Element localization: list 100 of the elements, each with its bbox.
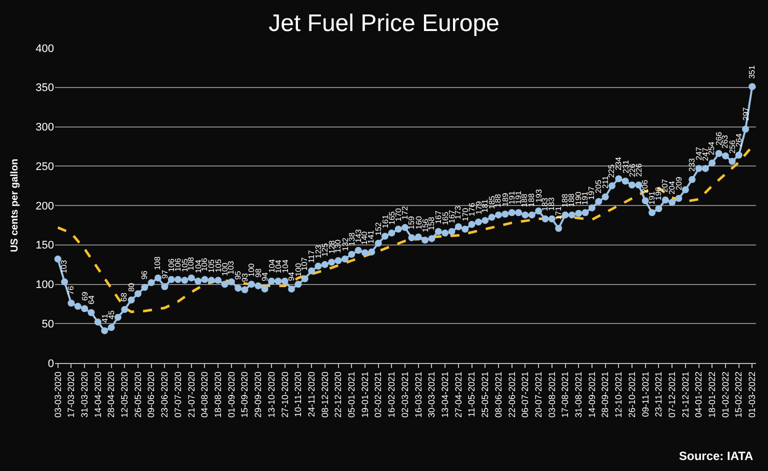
x-tick-label: 01-02-2022 bbox=[720, 372, 730, 418]
y-tick-label: 300 bbox=[36, 122, 54, 134]
data-label: 100 bbox=[247, 262, 256, 277]
x-tick-label: 28-09-2021 bbox=[600, 372, 610, 418]
data-label: 106 bbox=[174, 258, 182, 272]
data-label: 297 bbox=[741, 106, 750, 121]
data-label: 247 bbox=[694, 146, 704, 160]
x-tick-label: 17-03-2020 bbox=[66, 372, 76, 418]
y-tick-label: 50 bbox=[42, 318, 54, 330]
x-tick-label: 16-03-2021 bbox=[413, 372, 424, 418]
x-tick-label: 05-01-2021 bbox=[346, 372, 357, 418]
data-label: 165 bbox=[388, 210, 397, 225]
data-label: 80 bbox=[126, 282, 136, 292]
x-tick-label: 18-08-2020 bbox=[213, 372, 224, 418]
x-tick-label: 06-07-2021 bbox=[520, 372, 530, 418]
data-label: 69 bbox=[80, 291, 90, 301]
data-label: 190 bbox=[574, 191, 584, 205]
data-label: 138 bbox=[347, 232, 356, 246]
data-label: 97 bbox=[160, 269, 170, 279]
data-label: 94 bbox=[287, 272, 296, 282]
data-label: 264 bbox=[734, 133, 744, 147]
data-label: 94 bbox=[260, 272, 270, 282]
data-label: 104 bbox=[280, 259, 290, 273]
data-label: 197 bbox=[587, 186, 596, 200]
data-label: 104 bbox=[274, 259, 284, 274]
data-label: 179 bbox=[474, 200, 484, 214]
x-tick-label: 30-03-2021 bbox=[426, 372, 437, 418]
data-label: 209 bbox=[674, 176, 684, 190]
data-label: 159 bbox=[406, 216, 416, 230]
data-label: 68 bbox=[120, 292, 129, 302]
data-label: 188 bbox=[560, 193, 570, 208]
data-label: 98 bbox=[254, 268, 263, 278]
data-label: 351 bbox=[748, 64, 757, 79]
x-tick-label: 28-04-2020 bbox=[106, 372, 116, 418]
x-tick-label: 07-12-2021 bbox=[666, 372, 677, 418]
x-tick-label: 24-11-2020 bbox=[306, 372, 316, 417]
x-tick-label: 14-09-2021 bbox=[586, 372, 597, 418]
x-tick-label: 23-06-2020 bbox=[160, 372, 170, 418]
x-tick-label: 02-03-2021 bbox=[400, 372, 410, 418]
x-tick-label: 21-12-2021 bbox=[680, 372, 690, 418]
data-label: 130 bbox=[334, 238, 343, 253]
x-tick-label: 04-01-2022 bbox=[694, 372, 704, 418]
data-label: 105 bbox=[214, 258, 223, 272]
data-label: 156 bbox=[420, 218, 430, 232]
data-label: 173 bbox=[454, 205, 463, 220]
data-label: 188 bbox=[566, 192, 576, 207]
data-label: 256 bbox=[728, 140, 737, 154]
data-label: 105 bbox=[207, 258, 216, 273]
data-label: 188 bbox=[526, 192, 536, 207]
data-label: 181 bbox=[480, 198, 490, 213]
data-label: 132 bbox=[340, 237, 350, 251]
x-tick-label: 16-02-2021 bbox=[386, 372, 397, 418]
data-label: 176 bbox=[467, 202, 476, 216]
data-label: 266 bbox=[714, 131, 724, 146]
data-label: 160 bbox=[414, 215, 424, 230]
x-tick-label: 15-02-2022 bbox=[734, 372, 744, 418]
data-label: 206 bbox=[640, 179, 650, 194]
x-tick-label: 11-05-2021 bbox=[466, 372, 477, 417]
x-tick-label: 27-04-2021 bbox=[453, 372, 464, 418]
data-label: 108 bbox=[153, 256, 162, 270]
data-label: 191 bbox=[580, 190, 590, 205]
data-label: 185 bbox=[488, 195, 496, 210]
data-label: 231 bbox=[621, 160, 630, 174]
data-label: 93 bbox=[240, 272, 250, 282]
x-tick-label: 21-07-2020 bbox=[186, 372, 196, 418]
data-label: 106 bbox=[200, 257, 210, 272]
data-label: 103 bbox=[226, 260, 236, 274]
x-tick-label: 29-09-2020 bbox=[253, 372, 264, 418]
y-tick-label: 250 bbox=[36, 160, 54, 173]
x-tick-label: 12-05-2020 bbox=[120, 372, 130, 418]
data-label: 204 bbox=[668, 180, 677, 194]
x-tick-label: 26-05-2020 bbox=[132, 372, 143, 418]
x-tick-label: 19-01-2021 bbox=[360, 372, 370, 418]
x-tick-label: 18-01-2022 bbox=[707, 372, 718, 418]
data-label: 234 bbox=[614, 156, 623, 170]
data-label: 233 bbox=[688, 158, 697, 172]
x-tick-label: 01-03-2022 bbox=[747, 372, 758, 418]
x-tick-label: 01-09-2020 bbox=[226, 372, 236, 418]
data-label: 107 bbox=[300, 256, 310, 271]
data-label: 263 bbox=[720, 134, 730, 148]
data-label: 167 bbox=[434, 210, 443, 224]
x-tick-label: 20-07-2021 bbox=[533, 372, 544, 418]
x-tick-label: 13-04-2021 bbox=[440, 372, 450, 418]
y-tick-label: 0 bbox=[48, 358, 54, 370]
x-tick-label: 03-08-2021 bbox=[546, 372, 557, 418]
data-label: 117 bbox=[307, 250, 316, 263]
x-tick-label: 07-07-2020 bbox=[172, 372, 183, 418]
x-tick-label: 25-05-2021 bbox=[480, 372, 490, 418]
data-label: 104 bbox=[267, 258, 276, 273]
x-tick-label: 13-10-2020 bbox=[266, 372, 276, 418]
y-axis-title: US cents per gallon bbox=[10, 158, 21, 252]
x-tick-label: 08-12-2020 bbox=[320, 372, 330, 418]
x-tick-label: 10-11-2020 bbox=[293, 372, 304, 417]
x-tick-label: 09-06-2020 bbox=[146, 372, 156, 418]
x-tick-label: 15-09-2020 bbox=[240, 372, 250, 418]
data-label: 64 bbox=[87, 294, 96, 304]
data-label: 104 bbox=[194, 259, 203, 274]
data-label: 106 bbox=[166, 258, 176, 272]
data-label: 100 bbox=[294, 262, 303, 276]
data-label: 170 bbox=[460, 207, 470, 222]
